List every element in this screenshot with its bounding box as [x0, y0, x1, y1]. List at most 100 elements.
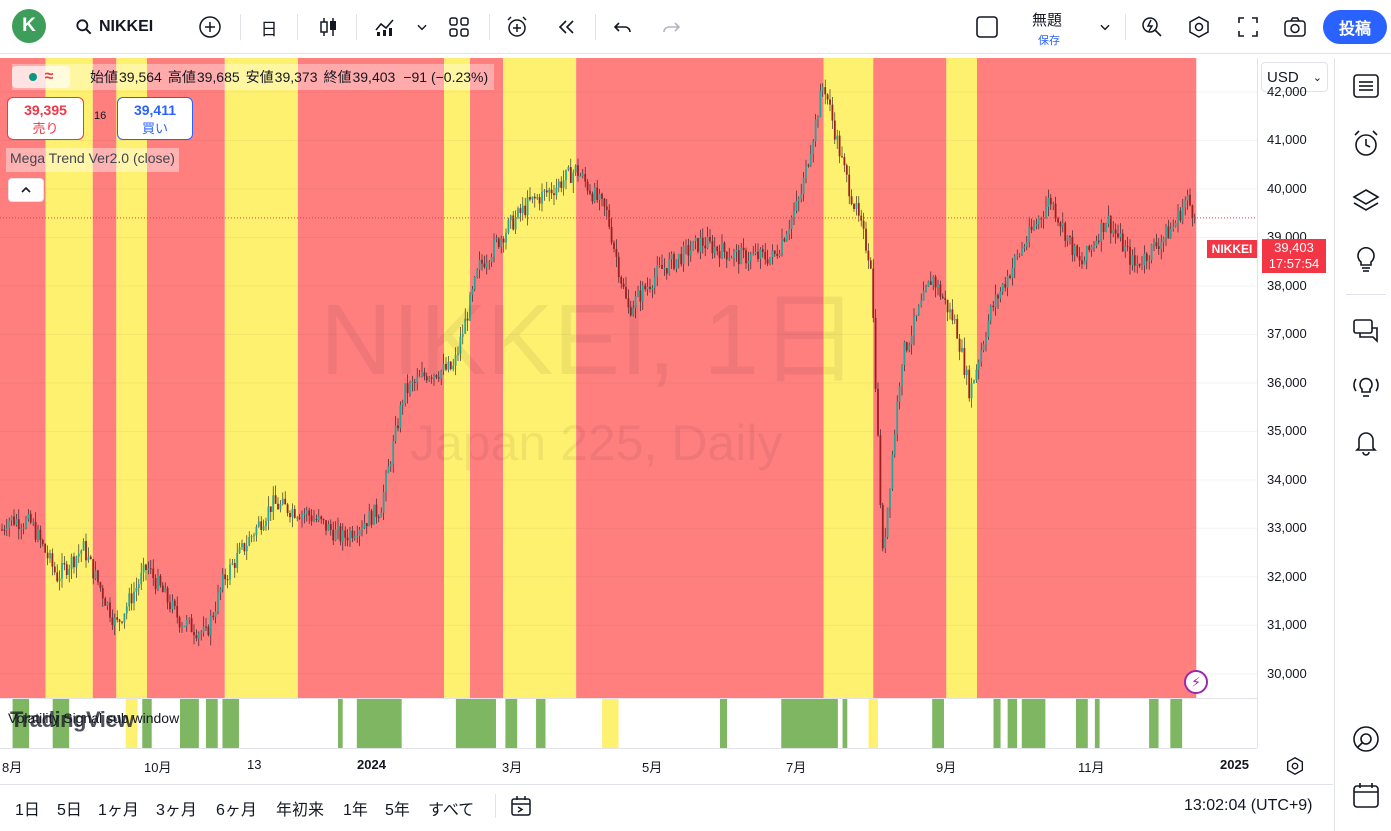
candle — [531, 196, 534, 204]
alerts-button[interactable] — [1348, 125, 1384, 161]
range-button[interactable]: 6ヶ月 — [216, 802, 257, 819]
candle — [1042, 210, 1045, 229]
candle — [303, 508, 306, 524]
candle — [440, 369, 443, 385]
candle — [908, 342, 911, 353]
object-tree-button[interactable] — [1348, 183, 1384, 219]
timezone-clock[interactable]: 13:02:04 (UTC+9) — [1184, 797, 1313, 814]
candle — [377, 514, 380, 523]
layout-grid-button[interactable] — [444, 9, 474, 45]
streams-button[interactable] — [1348, 368, 1384, 404]
candle — [598, 188, 601, 211]
undo-button[interactable] — [608, 9, 638, 45]
range-button[interactable]: 1年 — [343, 802, 368, 819]
candle — [574, 164, 577, 176]
candle — [293, 505, 296, 519]
candle — [284, 491, 287, 505]
candle — [135, 577, 138, 602]
candle — [687, 238, 690, 267]
market-status-toggle[interactable]: ≈ — [12, 66, 70, 88]
redo-button[interactable] — [656, 9, 686, 45]
main-chart-pane[interactable]: NIKKEI, 1日 Japan 225, Daily — [0, 58, 1257, 698]
candle — [572, 169, 575, 193]
candle — [730, 255, 733, 259]
range-button[interactable]: 年初来 — [276, 802, 325, 819]
candle — [109, 597, 111, 622]
candle — [70, 553, 73, 579]
currency-select[interactable]: USD ⌄ — [1261, 62, 1328, 92]
range-button[interactable]: 5日 — [57, 802, 82, 819]
candle — [884, 527, 887, 553]
collapse-legend-button[interactable] — [8, 178, 44, 202]
calendar-button[interactable] — [1348, 777, 1384, 813]
candle — [706, 226, 709, 250]
candle — [1095, 235, 1098, 249]
trend-band-down — [297, 58, 445, 698]
range-button[interactable]: 1ヶ月 — [98, 802, 139, 819]
range-button[interactable]: すべて — [428, 802, 475, 819]
time-axis[interactable] — [0, 748, 1257, 780]
indicators-dropdown[interactable] — [413, 9, 431, 45]
range-button[interactable]: 1日 — [15, 802, 40, 819]
candle — [99, 581, 102, 592]
user-avatar[interactable]: K — [12, 9, 46, 43]
fullscreen-button[interactable] — [1233, 9, 1263, 45]
candle — [85, 533, 87, 568]
candle — [104, 596, 107, 606]
calendar-goto-icon[interactable] — [508, 794, 534, 818]
symbol-price-tag: NIKKEI — [1207, 240, 1257, 258]
ideas-button[interactable] — [1348, 241, 1384, 277]
chats-button[interactable] — [1348, 313, 1384, 349]
range-button[interactable]: 5年 — [385, 802, 410, 819]
candle — [812, 139, 815, 163]
sell-button[interactable]: 39,395 売り — [7, 97, 84, 140]
candle — [999, 287, 1002, 303]
publish-button[interactable]: 投稿 — [1323, 10, 1387, 44]
candle — [788, 219, 791, 240]
candle — [920, 293, 923, 308]
chart-type-button[interactable] — [313, 9, 343, 45]
layout-save-link[interactable]: 保存 — [1038, 35, 1060, 47]
layout-dropdown[interactable] — [1096, 9, 1114, 45]
change-value: −91 (−0.23%) — [403, 69, 489, 85]
candle — [291, 503, 294, 528]
snapshot-button[interactable] — [1280, 9, 1310, 45]
broadcast-bulb-icon — [1353, 377, 1379, 397]
watchlist-button[interactable] — [1348, 68, 1384, 104]
candle — [1025, 235, 1028, 251]
alert-button[interactable] — [502, 9, 532, 45]
candle — [836, 129, 839, 150]
replay-button[interactable] — [551, 9, 581, 45]
compare-symbol-button[interactable] — [195, 9, 225, 45]
tradingview-logo[interactable]: TradingView — [10, 707, 134, 732]
lightning-icon[interactable]: ⚡ — [1184, 670, 1208, 694]
indicators-button[interactable] — [370, 9, 400, 45]
help-button[interactable] — [1348, 721, 1384, 757]
symbol-search-button[interactable]: NIKKEI — [74, 9, 153, 45]
quick-search-button[interactable] — [1137, 9, 1167, 45]
last-price-tag: 39,403 17:57:54 — [1262, 239, 1326, 273]
candle — [754, 243, 757, 256]
select-layout-button[interactable] — [972, 9, 1002, 45]
candlestick-series — [1, 79, 1196, 647]
buy-button[interactable]: 39,411 買い — [117, 97, 193, 140]
layout-title[interactable]: 無題 — [1032, 12, 1063, 29]
candle — [658, 256, 661, 268]
gear-icon[interactable] — [1284, 755, 1306, 777]
candle — [442, 353, 445, 375]
interval-button[interactable]: 日 — [254, 9, 284, 45]
candle — [1121, 229, 1124, 253]
range-button[interactable]: 3ヶ月 — [156, 802, 197, 819]
candle — [243, 542, 246, 556]
notifications-button[interactable] — [1348, 424, 1384, 460]
price-scale[interactable] — [1257, 58, 1333, 748]
candle — [1145, 251, 1148, 270]
grid-icon — [449, 17, 469, 37]
candle — [1059, 221, 1062, 237]
price-chart[interactable] — [0, 58, 1257, 698]
candle — [1150, 243, 1153, 264]
volatility-signal-pane[interactable] — [0, 698, 1257, 748]
trend-band-up — [45, 58, 93, 698]
settings-button[interactable] — [1184, 9, 1214, 45]
indicator-legend[interactable]: Mega Trend Ver2.0 (close) — [6, 148, 179, 172]
